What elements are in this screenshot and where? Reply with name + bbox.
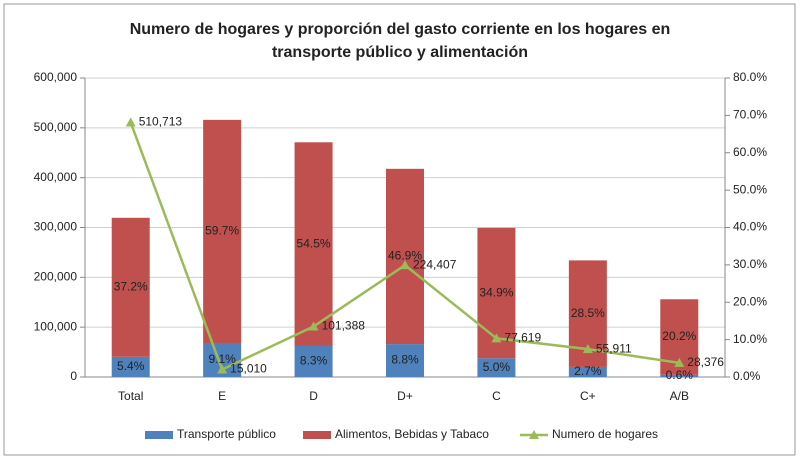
chart-title: Numero de hogares y proporción del gasto… [130,21,671,38]
line-value-label: 224,407 [413,257,457,271]
bar-value-label: 46.9% [388,249,422,263]
bar-value-label: 5.4% [117,359,145,373]
line-marker [674,357,685,367]
line-value-label: 510,713 [139,115,183,129]
y2-tick-label: 0.0% [733,369,761,383]
legend-swatch [145,431,173,439]
bar-value-label: 59.7% [205,224,239,238]
line-marker [400,260,410,270]
x-tick-label: A/B [670,389,689,403]
bar [111,217,150,357]
y-tick-label: 100,000 [34,319,78,333]
bar [477,358,516,377]
legend-marker [529,430,539,439]
x-tick-label: D [309,389,318,403]
line-value-label: 77,619 [504,330,541,344]
y2-tick-label: 20.0% [733,294,767,308]
bar-value-label: 8.8% [391,353,419,367]
bar-value-label: 34.9% [479,285,513,299]
line-marker [125,117,136,127]
y2-tick-label: 40.0% [733,220,767,234]
bar-value-label: 9.1% [208,352,236,366]
bar [294,345,333,377]
bar [203,119,242,343]
line-value-label: 28,376 [687,355,724,369]
y-tick-label: 400,000 [34,170,78,184]
line-marker [217,364,228,374]
bar-value-label: 28.5% [571,306,605,320]
chart-title: transporte público y alimentación [272,44,528,61]
y-tick-label: 0 [70,369,77,383]
legend-swatch [303,431,331,439]
y2-tick-label: 50.0% [733,182,767,196]
x-tick-label: C [492,389,501,403]
bar-value-label: 54.5% [297,236,331,250]
x-tick-label: C+ [580,389,596,403]
bar-value-label: 20.2% [662,329,696,343]
y2-tick-label: 10.0% [733,332,767,346]
x-tick-label: D+ [397,389,413,403]
y-tick-label: 600,000 [34,70,78,84]
y-tick-label: 300,000 [34,220,78,234]
line-value-label: 101,388 [322,319,366,333]
bar-value-label: 5.0% [483,360,511,374]
y-tick-label: 200,000 [34,270,78,284]
y2-tick-label: 60.0% [733,145,767,159]
x-tick-label: E [218,389,226,403]
legend-label: Alimentos, Bebidas y Tabaco [335,427,489,441]
bar [111,356,150,377]
y-tick-label: 500,000 [34,120,78,134]
bar [294,142,333,346]
bar [660,374,699,377]
legend-label: Numero de hogares [552,427,658,441]
bar [568,366,607,377]
bar [386,344,424,377]
y2-tick-label: 70.0% [733,108,767,122]
line-marker [308,321,319,331]
line-value-label: 55,911 [596,341,632,355]
bar-value-label: 2.7% [574,364,602,378]
legend-label: Transporte público [177,427,276,441]
bar-value-label: 0.6% [666,368,694,382]
line-marker [582,344,593,354]
y2-tick-label: 80.0% [733,70,767,84]
bar-value-label: 8.3% [300,354,328,368]
bar-value-label: 37.2% [114,279,148,293]
bar [386,168,424,345]
line-marker [491,333,502,343]
line-value-label: 15,010 [230,362,267,376]
y2-tick-label: 30.0% [733,257,767,271]
x-tick-label: Total [118,389,143,403]
